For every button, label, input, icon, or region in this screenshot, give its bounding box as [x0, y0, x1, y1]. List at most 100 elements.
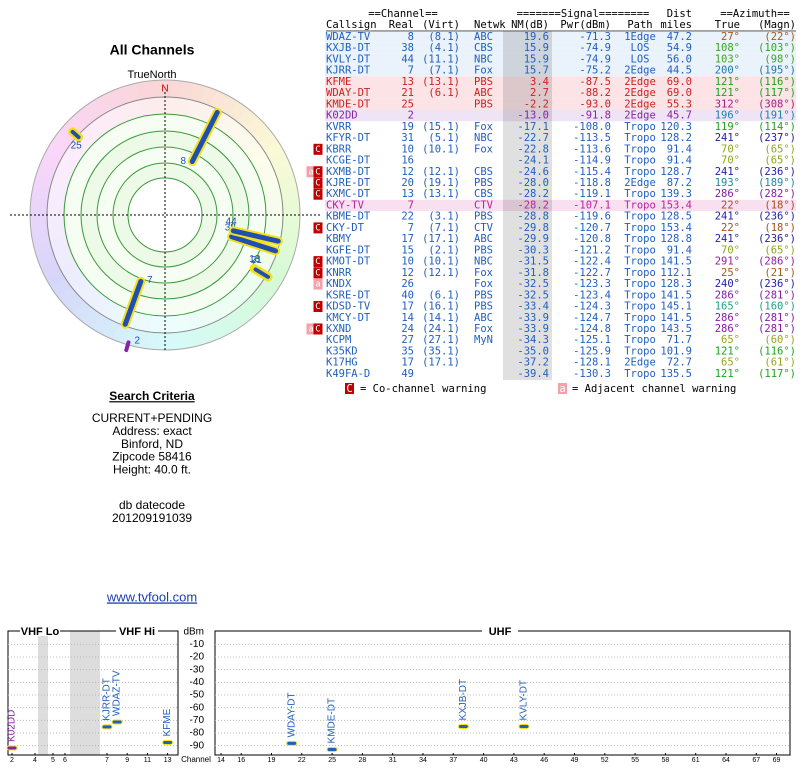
cell-az-magn: (114°) [758, 121, 796, 133]
cell-virt: (15.1) [422, 121, 460, 133]
cell-nm: -24.1 [517, 155, 549, 167]
cell-az-true: 286° [715, 323, 740, 335]
cell-pwr: -120.8 [573, 233, 611, 245]
cell-virt: (5.1) [428, 132, 460, 144]
cell-az-true: 103° [715, 53, 740, 65]
cell-netwk: CBS [474, 166, 493, 178]
cell-callsign: KJRE-DT [326, 177, 371, 189]
cell-real: 19 [401, 121, 414, 133]
cell-path: Tropo [624, 222, 656, 234]
cell-virt: (4.1) [428, 42, 460, 54]
cell-pwr: -120.7 [573, 222, 611, 234]
x-tick-label: 19 [268, 757, 276, 764]
cell-dist: 153.4 [660, 199, 692, 211]
cell-nm: -24.6 [517, 166, 549, 178]
cell-az-true: 121° [715, 87, 740, 99]
cell-az-true: 312° [715, 98, 740, 110]
row-bg [325, 65, 796, 77]
cell-real: 35 [401, 345, 414, 357]
cell-callsign: KFYR-DT [326, 132, 371, 144]
cell-nm: -35.0 [517, 345, 549, 357]
cell-callsign: KXND [326, 323, 351, 335]
cell-az-true: 22° [721, 199, 740, 211]
cell-netwk: NBC [474, 132, 493, 144]
cell-nm: -17.1 [517, 121, 549, 133]
cell-az-true: 65° [721, 334, 740, 346]
cell-az-magn: (98°) [764, 53, 796, 65]
cell-dist: 101.9 [660, 345, 692, 357]
y-axis-label: dBm [183, 627, 204, 638]
cell-real: 14 [401, 312, 414, 324]
column-header: Pwr(dBm) [560, 19, 611, 31]
co-icon: C [346, 383, 352, 395]
band-label: VHF Hi [119, 626, 155, 638]
cell-virt: (11.1) [422, 53, 460, 65]
cell-nm: -31.8 [517, 267, 549, 279]
cell-pwr: -125.9 [573, 345, 611, 357]
row-bg [325, 199, 796, 212]
column-header: Real [389, 19, 414, 31]
cell-callsign: KDSD-TV [326, 301, 371, 313]
band-label: VHF Lo [21, 626, 60, 638]
cell-az-magn: (308°) [758, 98, 796, 110]
cell-callsign: KVLY-DT [326, 53, 371, 65]
band-label: UHF [489, 626, 512, 638]
header-group: =======Signal======== [517, 8, 650, 20]
cell-virt: (8.1) [428, 31, 460, 43]
warning-icon: a [315, 280, 320, 290]
cell-pwr: -118.8 [573, 177, 611, 189]
cell-real: 20 [401, 177, 414, 189]
column-header: (Magn) [758, 19, 796, 31]
cell-az-magn: (65°) [764, 155, 796, 167]
cell-nm: -13.0 [517, 110, 549, 122]
search-title: Search Criteria [109, 389, 195, 403]
cell-dist: 135.5 [660, 368, 692, 380]
cell-path: 1Edge [624, 31, 656, 43]
cell-dist: 141.5 [660, 289, 692, 301]
x-tick-label: 64 [722, 757, 730, 764]
cell-pwr: -113.6 [573, 143, 611, 155]
radar-bar [124, 340, 131, 353]
cell-path: 2Edge [624, 357, 656, 369]
x-tick-label: 28 [359, 757, 367, 764]
north-mark: N [161, 84, 168, 95]
cell-callsign: K17HG [326, 357, 358, 369]
cell-dist: 128.8 [660, 233, 692, 245]
cell-path: Tropo [624, 301, 656, 313]
cell-az-magn: (116°) [758, 76, 796, 88]
cell-nm: -37.2 [517, 357, 549, 369]
x-tick-label: 55 [631, 757, 639, 764]
cell-callsign: KMOT-DT [326, 256, 371, 268]
cell-callsign: KXMB-DT [326, 166, 371, 178]
cell-callsign: K49FA-D [326, 368, 370, 380]
cell-nm: 15.9 [524, 53, 549, 65]
x-tick-label: 49 [571, 757, 579, 764]
cell-nm: -32.5 [517, 289, 549, 301]
cell-netwk: NBC [474, 53, 493, 65]
cell-az-true: 241° [715, 166, 740, 178]
site-link[interactable]: www.tvfool.com [106, 589, 197, 604]
cell-nm: -34.3 [517, 334, 549, 346]
cell-dist: 54.9 [667, 42, 692, 54]
label-mask [116, 626, 158, 636]
cell-az-true: 165° [715, 301, 740, 313]
signal-marker [326, 746, 338, 752]
cell-dist: 69.0 [667, 76, 692, 88]
cell-callsign: KXJB-DT [326, 42, 371, 54]
cell-netwk: MyN [474, 334, 493, 346]
cell-path: Tropo [624, 244, 656, 256]
cell-real: 7 [408, 222, 414, 234]
cell-az-true: 70° [721, 143, 740, 155]
signal-marker [6, 745, 18, 751]
station-table: ==Channel== =======Signal======== Dist ==Az… [306, 8, 796, 381]
cell-netwk: ABC [474, 31, 493, 43]
cell-path: 2Edge [624, 65, 656, 77]
cell-dist: 120.3 [660, 121, 692, 133]
cell-path: Tropo [624, 368, 656, 380]
cell-az-magn: (65°) [764, 143, 796, 155]
radar-bar [230, 228, 281, 244]
cell-dist: 71.7 [667, 334, 692, 346]
cell-az-magn: (117°) [758, 87, 796, 99]
cell-callsign: KGFE-DT [326, 244, 371, 256]
